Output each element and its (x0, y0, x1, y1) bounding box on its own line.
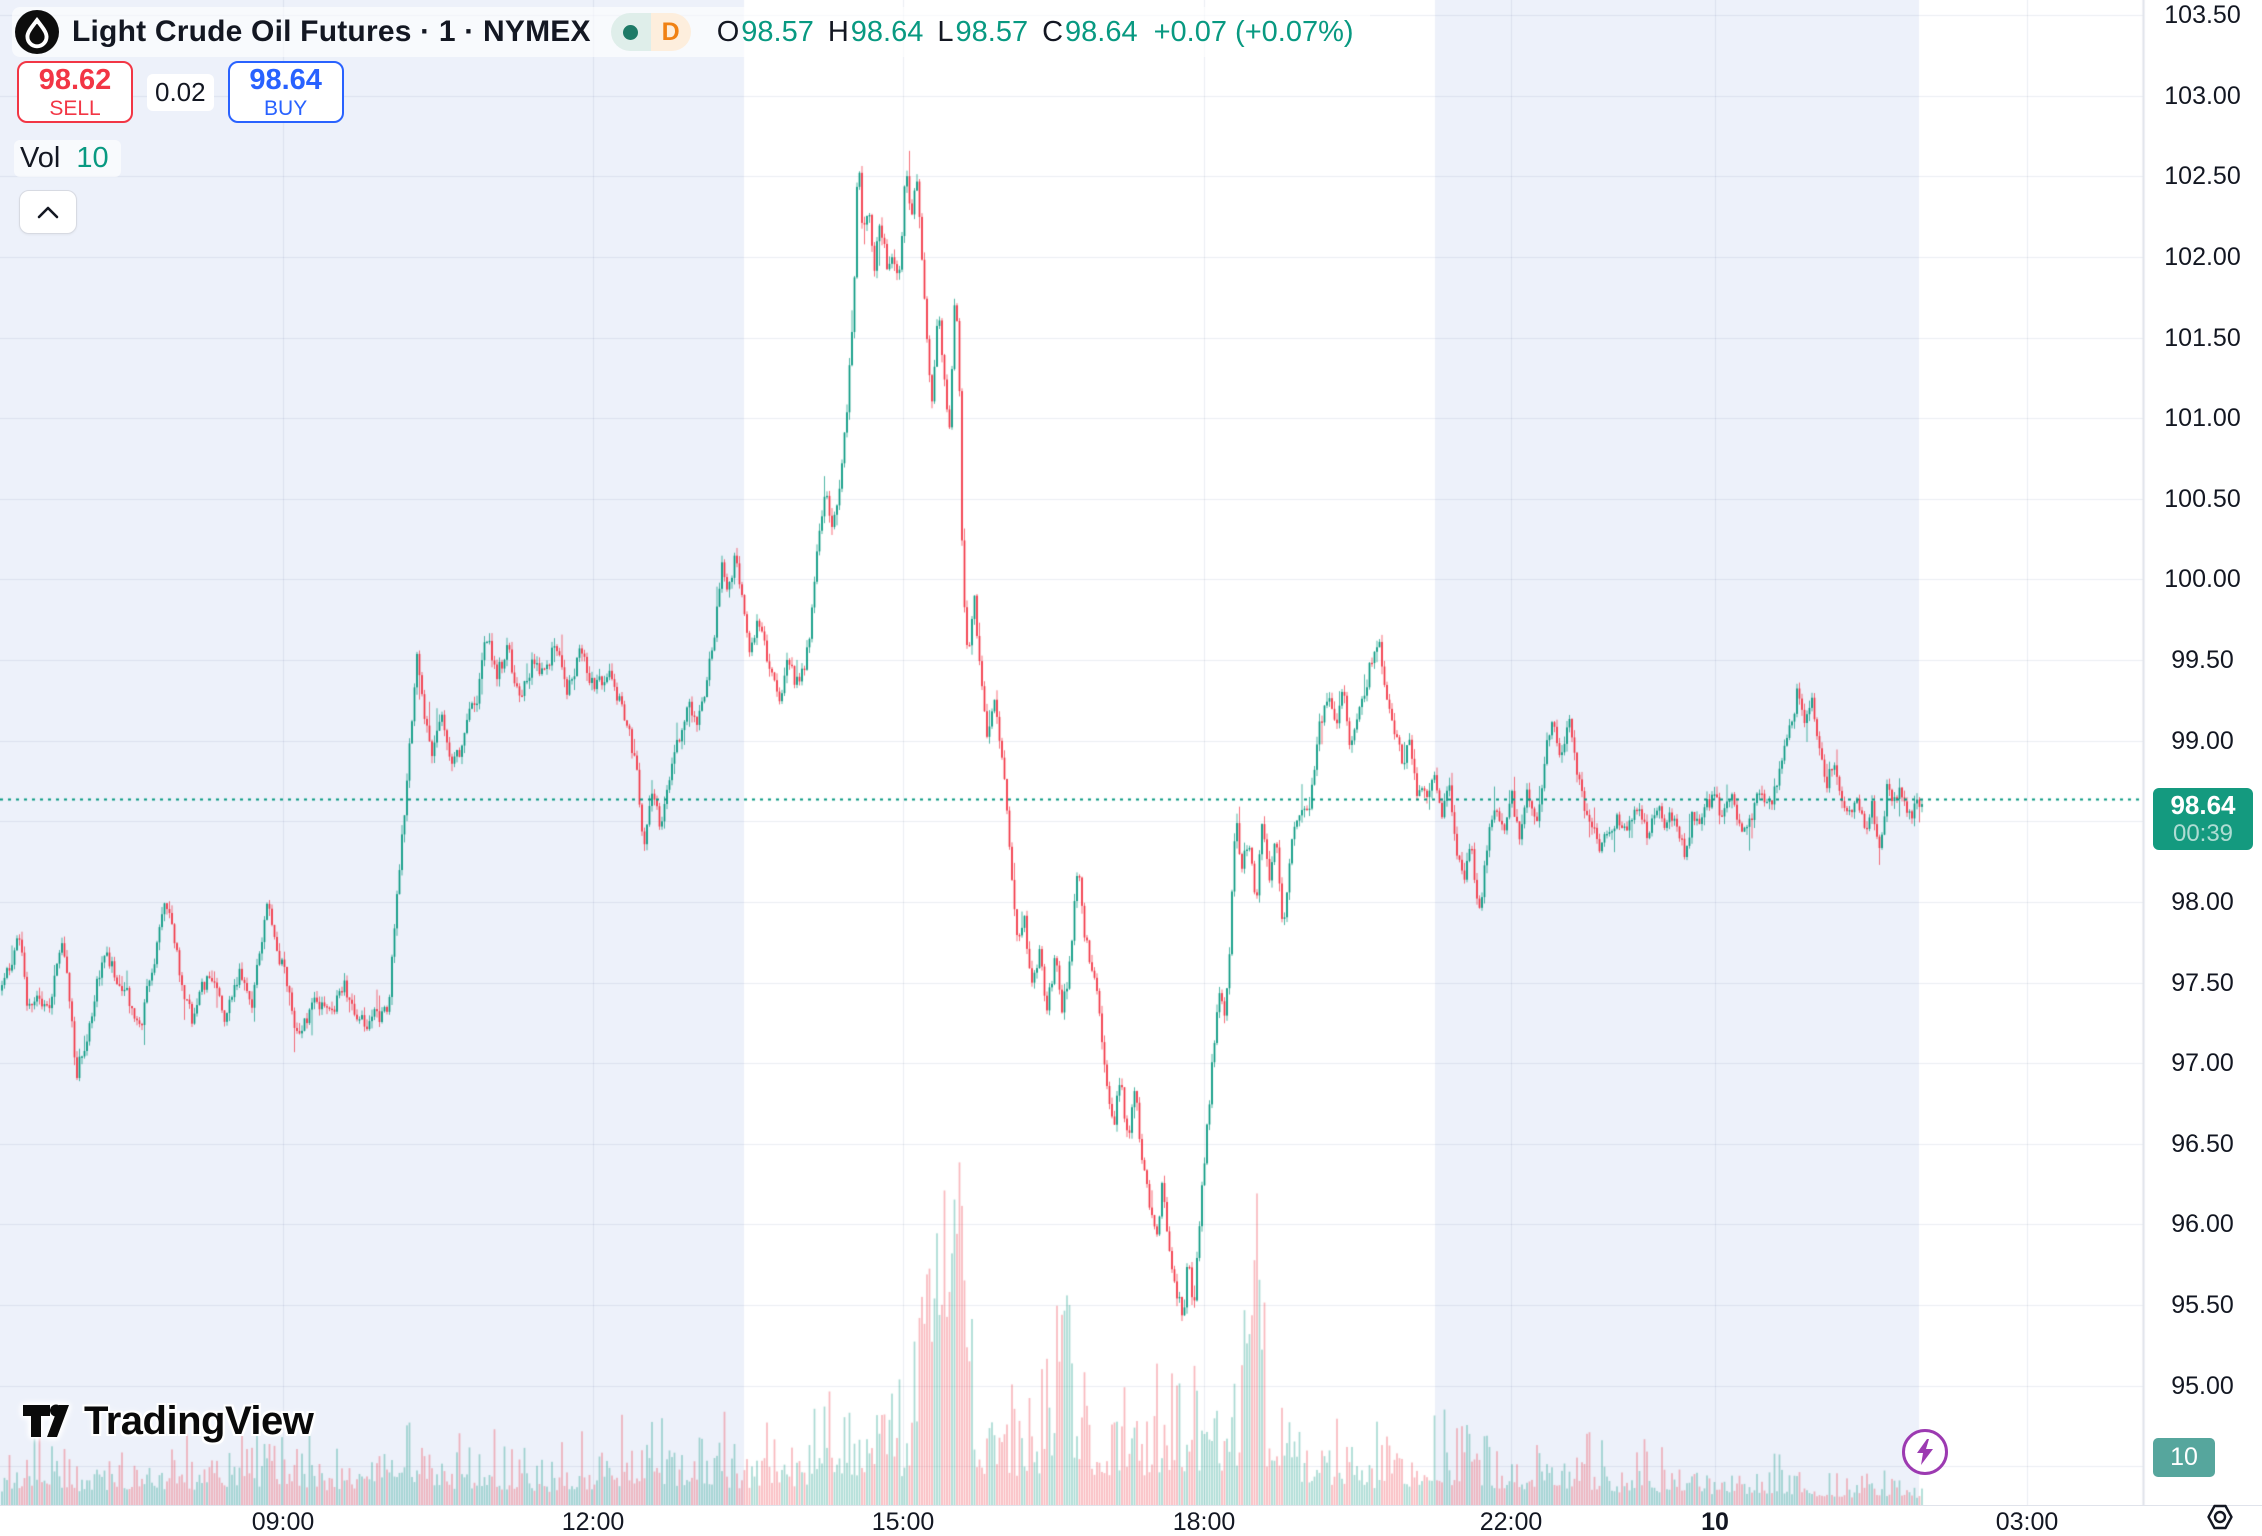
market-open-dot-icon (610, 13, 651, 51)
tradingview-logo[interactable]: TradingView (22, 1398, 314, 1444)
price-tick: 97.00 (2171, 1049, 2234, 1078)
open-value: 98.57 (741, 15, 814, 48)
last-price-value: 98.64 (2170, 789, 2236, 820)
price-tick: 101.00 (2164, 404, 2241, 433)
low-label: L (937, 15, 954, 48)
high-value: 98.64 (850, 15, 924, 48)
price-tick: 102.50 (2164, 162, 2241, 191)
volume-legend: Vol 10 (14, 140, 121, 177)
price-tick: 102.00 (2164, 242, 2241, 271)
price-tick: 99.50 (2171, 646, 2234, 675)
price-tick: 100.00 (2164, 565, 2241, 594)
axis-settings-gear-icon[interactable] (2204, 1501, 2236, 1536)
price-tick: 95.50 (2171, 1291, 2234, 1320)
chevron-up-icon (37, 206, 59, 219)
sell-label: SELL (49, 97, 101, 120)
change-value: +0.07 (+0.07%) (1153, 15, 1354, 48)
price-tick: 101.50 (2164, 323, 2241, 352)
time-tick: 12:00 (561, 1508, 625, 1536)
price-tick: 99.00 (2171, 726, 2234, 755)
time-tick: 15:00 (871, 1508, 935, 1536)
bar-countdown: 00:39 (2172, 819, 2234, 847)
high-label: H (827, 15, 849, 48)
buy-price: 98.64 (249, 64, 322, 96)
buy-button[interactable]: 98.64 BUY (227, 61, 344, 123)
ohlc-values: O 98.57 H 98.64 L 98.57 C 98.64 +0.07 (+… (717, 16, 1354, 49)
time-tick: 10 (1701, 1508, 1729, 1536)
collapse-legend-button[interactable] (19, 190, 77, 234)
open-label: O (716, 15, 740, 48)
spread-value: 0.02 (147, 73, 214, 111)
price-scale[interactable]: 98.64 00:39 10 103.50 103.00 102.50 102.00 1… (2143, 0, 2262, 1505)
sell-price: 98.62 (38, 64, 112, 96)
symbol-legend-row: Light Crude Oil Futures · 1 · NYMEX D O … (12, 7, 1370, 57)
time-tick: 18:00 (1172, 1508, 1236, 1536)
last-price-badge: 98.64 00:39 (2153, 787, 2253, 850)
oil-drop-symbol-icon (14, 9, 60, 55)
low-value: 98.57 (955, 15, 1029, 48)
time-scale[interactable]: 09:00 12:00 15:00 18:00 22:00 10 03:00 (0, 1505, 2262, 1536)
price-tick: 96.50 (2171, 1129, 2234, 1158)
volume-axis-badge: 10 (2153, 1438, 2215, 1477)
delayed-data-badge: D (650, 13, 691, 51)
buy-label: BUY (264, 97, 308, 120)
market-status-pill[interactable]: D (610, 13, 691, 51)
volume-value: 10 (76, 142, 109, 174)
symbol-title[interactable]: Light Crude Oil Futures · 1 · NYMEX (72, 15, 591, 48)
price-tick: 100.50 (2164, 484, 2241, 513)
close-label: C (1042, 15, 1064, 48)
tradingview-logo-text: TradingView (84, 1398, 314, 1443)
price-tick: 103.00 (2164, 81, 2241, 110)
instant-order-lightning-button[interactable] (1902, 1429, 1948, 1475)
order-panel: 98.62 SELL 0.02 98.64 BUY (17, 61, 344, 123)
price-tick: 96.00 (2171, 1210, 2234, 1239)
time-tick: 09:00 (251, 1508, 315, 1536)
tradingview-mark-icon (22, 1398, 70, 1444)
price-tick: 97.50 (2171, 968, 2234, 997)
price-tick: 98.00 (2171, 887, 2234, 916)
volume-label: Vol (20, 142, 61, 174)
sell-button[interactable]: 98.62 SELL (17, 61, 133, 123)
price-tick: 103.50 (2164, 0, 2241, 29)
time-tick: 22:00 (1479, 1508, 1543, 1536)
price-tick: 95.00 (2171, 1371, 2234, 1400)
close-value: 98.64 (1065, 15, 1138, 48)
time-tick: 03:00 (1995, 1508, 2059, 1536)
lightning-bolt-icon (1917, 1439, 1933, 1465)
